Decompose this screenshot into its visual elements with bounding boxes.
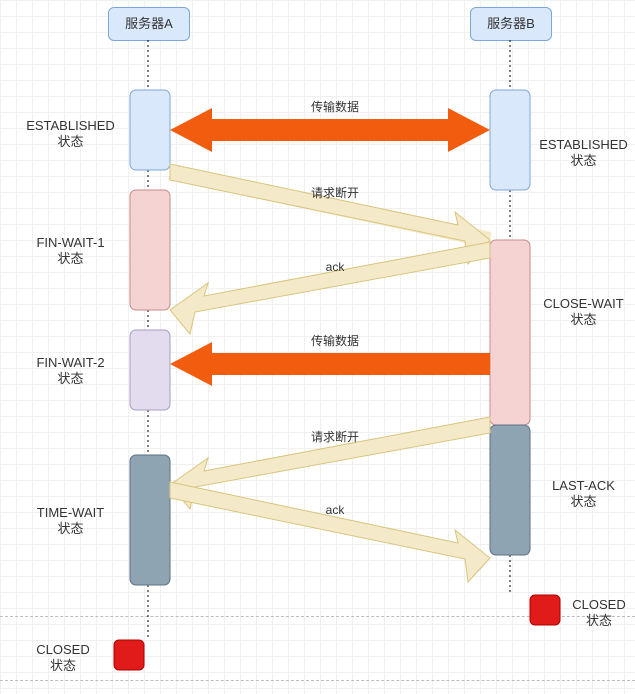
label-a-established: ESTABLISHED状态 — [18, 118, 123, 151]
label-a-finwait1: FIN-WAIT-1状态 — [18, 235, 123, 268]
cap-ack2: ack — [305, 503, 365, 518]
label-b-closewait: CLOSE-WAIT状态 — [536, 296, 631, 329]
cap-data-left: 传输数据 — [295, 334, 375, 349]
cap-ack1: ack — [305, 260, 365, 275]
cap-data-both: 传输数据 — [295, 100, 375, 115]
label-b-lastack: LAST-ACK状态 — [536, 478, 631, 511]
label-a-timewait: TIME-WAIT状态 — [18, 505, 123, 538]
cap-fin1: 请求断开 — [295, 186, 375, 201]
label-a-closed: CLOSED状态 — [18, 642, 108, 675]
label-b-closed: CLOSED状态 — [564, 597, 634, 630]
cap-fin2: 请求断开 — [295, 430, 375, 445]
label-a-finwait2: FIN-WAIT-2状态 — [18, 355, 123, 388]
label-b-established: ESTABLISHED状态 — [536, 137, 631, 170]
